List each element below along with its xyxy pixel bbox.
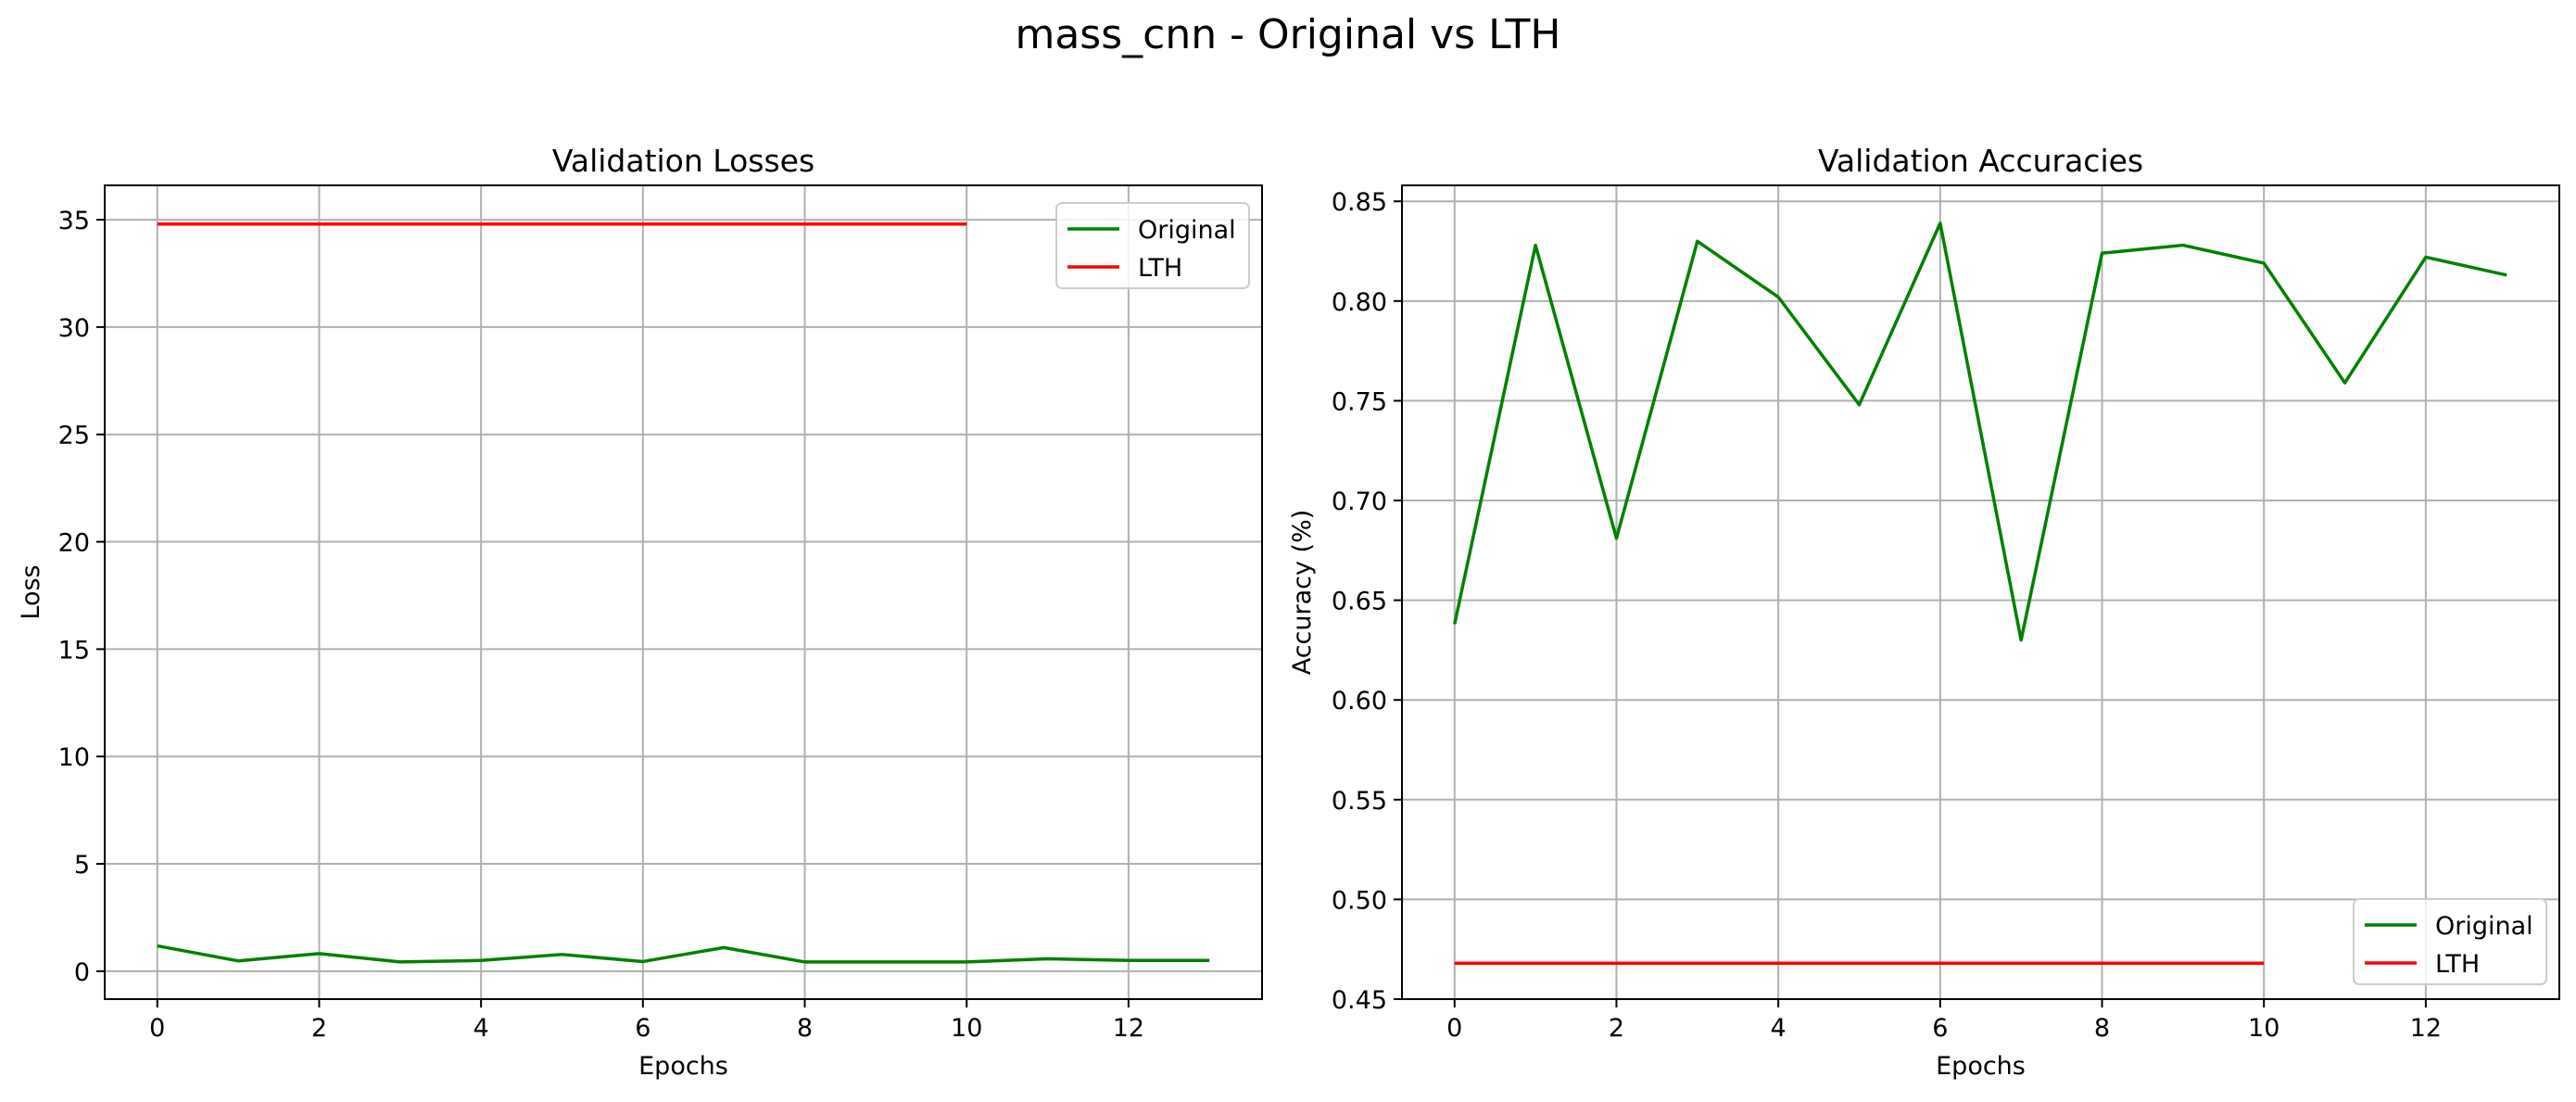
y-tick-label: 0.55 [1332,787,1387,816]
x-tick-label: 2 [1609,1014,1624,1043]
y-tick-label: 0.85 [1332,188,1387,217]
y-tick-label: 0.80 [1332,288,1387,317]
x-axis-title: Epochs [1936,1052,2026,1081]
y-tick-label: 25 [58,422,90,450]
legend-label-original: Original [2435,912,2533,941]
chart-panel-1: 0 2 4 6 8 10 12 0 5 10 15 20 25 30 35 Validation Losses… [17,143,1262,1081]
y-tick-label: 0.65 [1332,588,1387,616]
chart-panel-2: 0 2 4 6 8 10 12 0.45 0.50 0.55 0.60 0.65 0.70 0.75 0.8… [1288,143,2559,1081]
plot-frame [1402,185,2559,999]
y-tick-label: 20 [58,529,90,558]
x-tick-label: 12 [2410,1014,2442,1043]
legend: Original LTH [2354,899,2546,984]
plot-frame [105,185,1262,999]
x-tick-label: 4 [474,1014,489,1043]
x-tick-label: 12 [1113,1014,1144,1043]
x-tick-label: 8 [2094,1014,2110,1043]
x-tick-label: 0 [1446,1014,1462,1043]
y-tick-label: 5 [74,851,90,880]
y-tick-label: 35 [58,207,90,235]
x-tick-label: 6 [635,1014,650,1043]
legend-label-original: Original [1138,216,1236,245]
panel-title: Validation Losses [552,143,814,179]
y-axis-title: Loss [17,564,45,619]
x-tick-label: 10 [951,1014,982,1043]
y-tick-label: 0.75 [1332,387,1387,416]
legend: Original LTH [1056,203,1249,288]
x-tick-label: 4 [1771,1014,1787,1043]
legend-label-lth: LTH [1138,254,1182,283]
y-tick-label: 0.45 [1332,986,1387,1015]
figure-title: mass_cnn - Original vs LTH [0,7,2576,63]
y-axis-title: Accuracy (%) [1288,510,1317,676]
x-tick-label: 0 [149,1014,165,1043]
panel-title: Validation Accuracies [1818,143,2143,179]
legend-label-lth: LTH [2435,950,2480,979]
series-line-original [158,946,1209,962]
series-line-original [1455,223,2507,640]
y-tick-label: 10 [58,743,90,772]
y-tick-label: 0.60 [1332,687,1387,716]
x-axis-title: Epochs [638,1052,728,1081]
y-tick-label: 0.70 [1332,488,1387,516]
x-tick-label: 8 [797,1014,813,1043]
x-tick-label: 10 [2248,1014,2279,1043]
y-tick-label: 30 [58,314,90,343]
y-tick-label: 0 [74,958,90,987]
y-tick-label: 15 [58,636,90,665]
x-tick-label: 2 [311,1014,327,1043]
y-tick-label: 0.50 [1332,886,1387,915]
x-tick-label: 6 [1932,1014,1948,1043]
